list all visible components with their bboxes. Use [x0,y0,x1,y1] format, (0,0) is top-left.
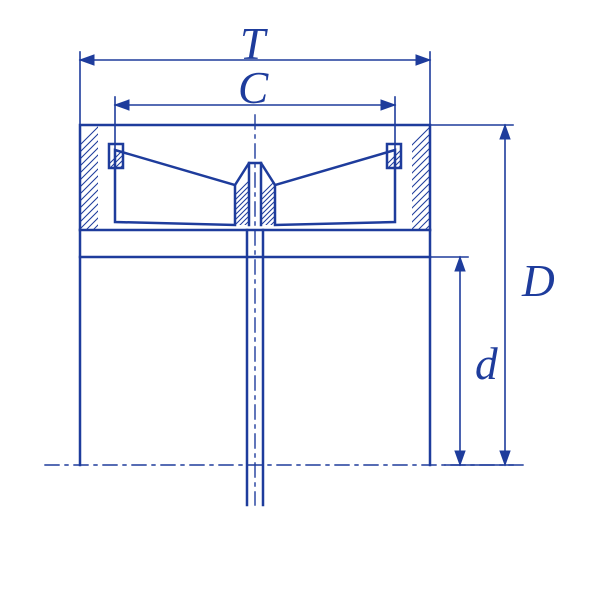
label-c: C [238,62,268,114]
label-d-lower: d [475,338,498,390]
bearing-cross-section-diagram [0,0,600,600]
label-d-upper: D [522,255,555,307]
